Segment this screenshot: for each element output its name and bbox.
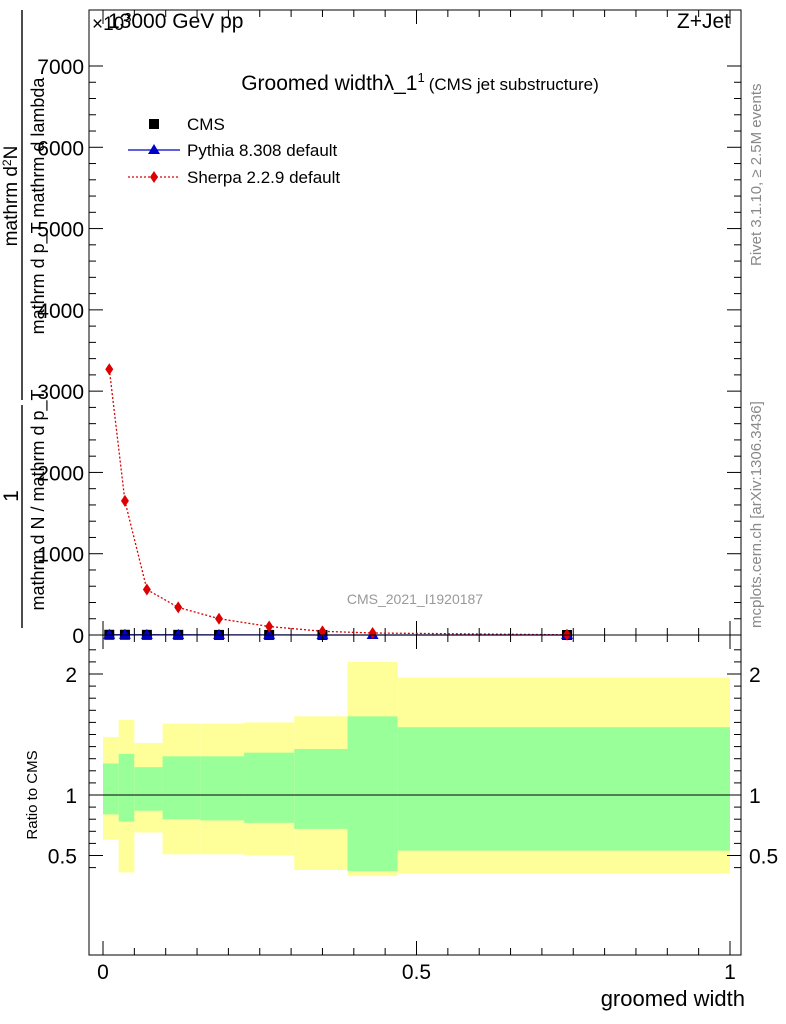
- ratio-inner-band: [244, 752, 295, 823]
- ratio-inner-band: [294, 749, 348, 829]
- ylabel-outer-denominator: mathrm d N / mathrm d p_T: [28, 389, 49, 610]
- sherpa-point: [265, 620, 274, 633]
- legend-pythia-marker: [148, 144, 160, 154]
- exponent-label: ×103: [92, 10, 131, 35]
- sherpa-point: [174, 601, 183, 614]
- pythia-point: [172, 628, 185, 639]
- ratio-y-tick-label: 2: [65, 664, 77, 687]
- ratio-inner-band: [134, 767, 163, 811]
- main-y-tick-label: 1000: [37, 544, 84, 567]
- sherpa-point: [214, 612, 223, 625]
- ratio-inner-band: [200, 756, 245, 821]
- ratio-y-tick-label-right: 2: [749, 664, 761, 687]
- main-series: [103, 363, 573, 641]
- legend-sherpa-marker: [150, 171, 158, 183]
- legend: CMS Pythia 8.308 default Sherpa 2.2.9 defa…: [128, 115, 340, 187]
- main-frame: [88, 9, 742, 636]
- sherpa-point: [368, 626, 377, 639]
- ratio-y-axis-label: Ratio to CMS: [24, 750, 41, 839]
- main-panel: 0 1000 2000 3000 4000 5000 6000 7000 CMS_2021_I…: [37, 9, 742, 648]
- x-tick-label: 0: [97, 961, 109, 984]
- sherpa-point: [142, 583, 151, 596]
- sherpa-line: [108, 369, 568, 636]
- chart-title: Groomed widthλ_11 (CMS jet substructure): [241, 70, 599, 95]
- pythia-point: [118, 628, 131, 639]
- ylabel-inner-numerator: mathrm d2N: [0, 146, 22, 247]
- main-y-axis-label: 1 mathrm d N / mathrm d p_T mathrm d2N m…: [0, 10, 49, 628]
- ratio-inner-band: [162, 756, 201, 820]
- mcplots-label: mcplots.cern.ch [arXiv:1306.3436]: [748, 401, 765, 628]
- main-y-tick-label: 2000: [37, 462, 84, 485]
- pythia-point: [103, 628, 116, 639]
- main-y-tick-label: 4000: [37, 300, 84, 323]
- ratio-inner-band: [118, 753, 135, 822]
- ratio-y-tick-label-right: 1: [749, 785, 761, 808]
- legend-label: Sherpa 2.2.9 default: [187, 168, 340, 187]
- sherpa-point: [105, 363, 114, 376]
- ratio-inner-band: [347, 716, 398, 872]
- pythia-point: [263, 628, 276, 639]
- pythia-point: [140, 628, 153, 639]
- process-label: Z+Jet: [677, 10, 730, 33]
- watermark: CMS_2021_I1920187: [347, 591, 483, 607]
- ratio-bands: [103, 661, 730, 877]
- sherpa-point: [318, 625, 327, 638]
- ratio-inner-band: [397, 727, 730, 851]
- ratio-y-tick-label-right: 0.5: [749, 846, 778, 869]
- main-y-tick-label: 5000: [37, 219, 84, 242]
- ylabel-inner-denominator: mathrm d p_T mathrm d lambda: [28, 77, 49, 335]
- main-y-tick-label: 3000: [37, 381, 84, 404]
- main-y-tick-label: 7000: [37, 56, 84, 79]
- ratio-ticks: 0.5 0.5 1 1 2 2 0 0.5 1: [48, 635, 778, 984]
- legend-label: CMS: [187, 115, 225, 134]
- ratio-y-tick-label: 0.5: [48, 846, 77, 869]
- main-ticks: 0 1000 2000 3000 4000 5000 6000 7000: [37, 10, 741, 648]
- rivet-label: Rivet 3.1.10, ≥ 2.5M events: [748, 84, 765, 267]
- x-tick-label: 1: [724, 961, 736, 984]
- main-y-tick-label: 0: [72, 625, 84, 648]
- pythia-point: [212, 628, 225, 639]
- sherpa-point: [120, 494, 129, 507]
- ratio-inner-band: [103, 763, 119, 815]
- ratio-panel: 0.5 0.5 1 1 2 2 0 0.5 1 Ratio to CMS groomed wid…: [24, 634, 778, 1011]
- legend-cms-marker: [149, 119, 159, 129]
- ratio-y-tick-label: 1: [65, 785, 77, 808]
- main-y-tick-label: 6000: [37, 137, 84, 160]
- energy-label: 13000 GeV pp: [108, 10, 243, 33]
- x-axis-label: groomed width: [601, 986, 745, 1011]
- ylabel-outer-numerator: 1: [0, 490, 23, 502]
- x-tick-label: 0.5: [402, 961, 431, 984]
- legend-label: Pythia 8.308 default: [187, 141, 338, 160]
